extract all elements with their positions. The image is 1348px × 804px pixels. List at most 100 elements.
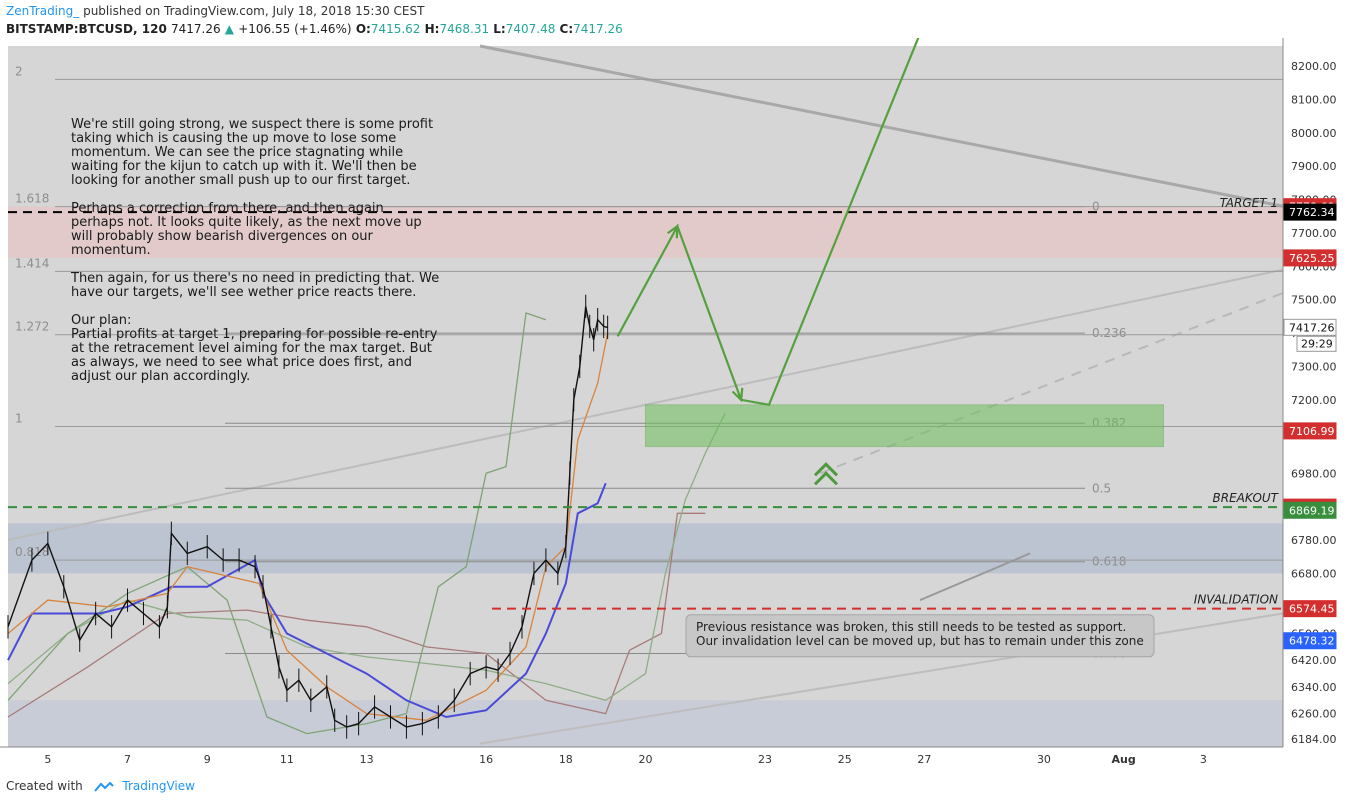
fib-label-6: 1.618 <box>15 192 49 206</box>
x-tick-label-13: 3 <box>1200 753 1207 766</box>
x-tick-label-2: 9 <box>204 753 211 766</box>
y-tick-label-14: 6780.00 <box>1291 534 1337 547</box>
price-badge-text-1: 7762.34 <box>1289 206 1335 219</box>
published-text: published on TradingView.com, July 18, 2… <box>83 4 425 18</box>
annotation-main-line-4: looking for another small push up to our… <box>71 173 410 188</box>
price-badge-6 <box>1283 501 1337 519</box>
annotation-main-line-16: at the retracement level aiming for the … <box>71 341 432 356</box>
y-tick-label-19: 6340.00 <box>1291 681 1337 694</box>
symbol-label[interactable]: BITSTAMP:BTCUSD, 120 <box>6 22 167 36</box>
chikou-line <box>7 312 547 735</box>
close-label: C: <box>559 22 574 36</box>
annotation-main-line-17: as always, we need to see what price doe… <box>71 355 412 370</box>
double-chevron-up-icon <box>813 462 839 486</box>
lower-zone-band <box>8 700 1283 747</box>
price-badge-4 <box>1283 422 1337 440</box>
annotation-main-line-6: Perhaps a correction from there, and the… <box>71 201 384 216</box>
fib-label-8: 1.272 <box>15 320 49 334</box>
senkou-a-line <box>7 412 726 702</box>
level-label-1: BREAKOUT <box>1213 491 1280 505</box>
y-tick-label-20: 6260.00 <box>1291 708 1337 721</box>
y-tick-label-0: 8200.00 <box>1291 60 1337 73</box>
footer: Created with TradingView <box>6 779 195 793</box>
up-triangle-icon: ▲ <box>224 22 235 36</box>
annotation-main-line-15: Partial profits at target 1, preparing f… <box>71 327 438 342</box>
y-tick-label-12: 6980.00 <box>1291 467 1337 480</box>
annotation-main-line-18: adjust our plan accordingly. <box>71 369 250 384</box>
fib-label-4: 0.618 <box>1092 555 1126 569</box>
x-tick-label-9: 25 <box>838 753 852 766</box>
price-badge-2 <box>1283 249 1337 267</box>
y-tick-label-15: 6680.00 <box>1291 567 1337 580</box>
callout-pointer <box>919 552 1031 602</box>
price-badge-text-6: 6869.19 <box>1289 504 1335 517</box>
price-badge-8 <box>1283 632 1337 650</box>
author-link[interactable]: ZenTrading_ <box>6 4 80 18</box>
x-tick-label-12: Aug <box>1112 753 1136 766</box>
last-price: 7417.26 <box>170 22 221 36</box>
annotation-main-line-2: momentum. We can see the price stagnatin… <box>71 145 403 160</box>
projection-arrowhead-0 <box>666 224 679 239</box>
price-badge-text-4: 7106.99 <box>1289 425 1335 438</box>
kijun-line <box>7 482 607 719</box>
fib-label-7: 1.414 <box>15 256 49 270</box>
senkou-b-line <box>7 512 706 718</box>
x-tick-label-4: 13 <box>360 753 374 766</box>
fib-label-3: 0.5 <box>1092 481 1111 495</box>
open-label: O: <box>355 22 371 36</box>
x-tick-label-5: 16 <box>479 753 493 766</box>
close-value: 7417.26 <box>573 22 623 36</box>
annotation-main-line-1: taking which is causing the up move to l… <box>71 131 396 146</box>
price-badge-text-3: 7417.26 <box>1289 321 1335 334</box>
high-value: 7468.31 <box>439 22 490 36</box>
open-value: 7415.62 <box>370 22 421 36</box>
annotation-main-line-3: waiting for the kijun to catch up with i… <box>71 159 417 174</box>
price-chart[interactable]: 00.2360.3820.50.6180.7861.6181.4141.2721… <box>0 38 1348 766</box>
tradingview-logo-icon <box>93 781 114 792</box>
y-tick-label-10: 7200.00 <box>1291 394 1337 407</box>
tenkan-line <box>7 332 609 721</box>
low-value: 7407.48 <box>505 22 556 36</box>
support-callout-line-1: Our invalidation level can be moved up, … <box>696 634 1144 648</box>
annotation-main-line-12: have our targets, we'll see wether price… <box>71 285 416 300</box>
countdown-box <box>1296 335 1337 352</box>
time-axis-bg <box>0 747 1348 766</box>
countdown-text: 29:29 <box>1301 337 1333 350</box>
tradingview-link[interactable]: TradingView <box>122 779 195 793</box>
x-tick-label-6: 18 <box>559 753 573 766</box>
low-label: L: <box>493 22 506 36</box>
annotation-main-line-0: We're still going strong, we suspect the… <box>71 117 433 132</box>
ohlc-header: BITSTAMP:BTCUSD, 120 7417.26 ▲ +106.55 (… <box>6 22 623 36</box>
target-zone-band <box>8 206 1283 258</box>
trendline-dashed <box>819 292 1284 475</box>
annotation-main-line-11: Then again, for us there's no need in pr… <box>70 271 439 286</box>
y-tick-label-3: 7900.00 <box>1291 160 1337 173</box>
y-tick-label-7: 7500.00 <box>1291 294 1337 307</box>
high-label: H: <box>424 22 440 36</box>
x-tick-label-1: 7 <box>124 753 131 766</box>
level-label-0: TARGET 1 <box>1220 196 1278 210</box>
y-tick-label-2: 8000.00 <box>1291 127 1337 140</box>
price-badge-3 <box>1283 318 1337 336</box>
support-zone-band <box>8 523 1283 574</box>
annotation-main-line-7: perhaps not. It looks quite likely, as t… <box>71 215 422 230</box>
x-tick-label-8: 23 <box>758 753 772 766</box>
buy-zone <box>645 404 1164 448</box>
y-tick-label-9: 7300.00 <box>1291 360 1337 373</box>
annotation-main: We're still going strong, we suspect the… <box>70 117 439 384</box>
fib-label-11: 2 <box>15 64 23 78</box>
price-badge-text-7: 6574.45 <box>1289 603 1335 616</box>
publish-header: ZenTrading_ published on TradingView.com… <box>6 4 424 18</box>
fib-label-1: 0.236 <box>1092 326 1126 340</box>
support-callout-box <box>685 614 1155 658</box>
price-axis-bg <box>1283 38 1348 749</box>
price-badge-text-8: 6478.32 <box>1289 635 1335 648</box>
y-tick-label-18: 6420.00 <box>1291 654 1337 667</box>
y-tick-label-1: 8100.00 <box>1291 93 1337 106</box>
x-tick-label-7: 20 <box>639 753 653 766</box>
created-with-text: Created with <box>6 779 83 793</box>
level-label-2: INVALIDATION <box>1194 593 1278 607</box>
x-tick-label-10: 27 <box>917 753 931 766</box>
price-badge-7 <box>1283 600 1337 618</box>
y-tick-label-21: 6184.00 <box>1291 733 1337 746</box>
